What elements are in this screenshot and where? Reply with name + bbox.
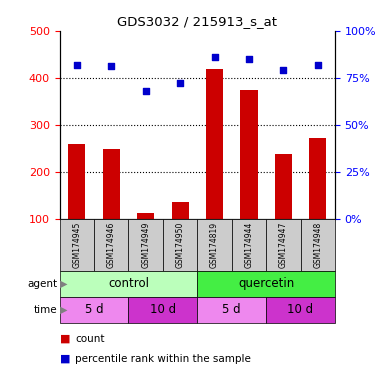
Text: 5 d: 5 d [85,303,104,316]
Bar [137,213,154,219]
Text: 5 d: 5 d [223,303,241,316]
Bar [171,202,189,219]
Text: ▶: ▶ [60,305,68,315]
Bar [103,149,120,219]
Bar [68,144,85,219]
Text: GSM174949: GSM174949 [141,222,150,268]
Text: ■: ■ [60,354,70,364]
Text: quercetin: quercetin [238,277,294,290]
Point [142,88,149,94]
Bar [309,138,326,219]
Text: control: control [108,277,149,290]
Text: GSM174944: GSM174944 [244,222,253,268]
Point [315,61,321,68]
Bar [240,89,258,219]
Title: GDS3032 / 215913_s_at: GDS3032 / 215913_s_at [117,15,277,28]
Text: time: time [34,305,58,315]
Text: 10 d: 10 d [150,303,176,316]
Text: 10 d: 10 d [288,303,314,316]
Text: ■: ■ [60,334,70,344]
Point [211,54,218,60]
Text: GSM174950: GSM174950 [176,222,185,268]
Text: count: count [75,334,105,344]
Bar [275,154,292,219]
Point [74,61,80,68]
Point [108,63,114,70]
Point [177,80,183,86]
Text: GSM174947: GSM174947 [279,222,288,268]
Point [280,67,286,73]
Point [246,56,252,62]
Text: agent: agent [28,279,58,289]
Text: percentile rank within the sample: percentile rank within the sample [75,354,251,364]
Text: GSM174819: GSM174819 [210,222,219,268]
Bar [206,69,223,219]
Text: GSM174948: GSM174948 [313,222,322,268]
Text: GSM174945: GSM174945 [72,222,81,268]
Text: ▶: ▶ [60,279,68,289]
Text: GSM174946: GSM174946 [107,222,116,268]
